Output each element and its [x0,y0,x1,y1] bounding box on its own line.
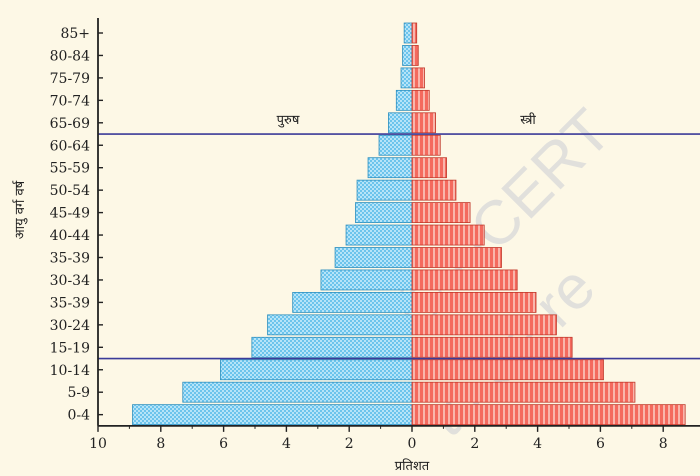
labels-group: 85+80-8475-7970-7465-6960-6455-5950-5445… [12,26,668,474]
age-label-14: 15-19 [50,340,90,356]
female-bar-7 [411,179,457,201]
female-bar-1 [411,45,419,66]
age-label-17: 0-4 [67,408,90,424]
female-side-label: स्त्री [520,112,536,128]
age-label-7: 50-54 [50,183,90,199]
female-bar-5 [411,134,441,156]
male-bar-2 [400,67,413,89]
bars-group [132,22,686,426]
male-bar-4 [388,112,413,134]
female-bar-11 [411,269,518,291]
age-label-2: 75-79 [50,71,90,87]
reference-lines [98,133,700,360]
age-label-16: 5-9 [67,385,90,401]
female-bar-8 [411,202,471,224]
x-tick-label-2: 6 [219,436,228,452]
x-tick-label-0: 10 [89,436,107,452]
x-tick-label-3: 4 [282,436,291,452]
age-label-5: 60-64 [50,138,90,154]
male-side-label: पुरुष [277,113,300,128]
male-bar-8 [355,202,413,224]
male-bar-3 [395,89,413,111]
female-bar-6 [411,157,447,179]
age-label-11: 30-34 [50,273,90,289]
x-tick-label-7: 4 [533,436,542,452]
x-tick-label-9: 8 [659,436,668,452]
age-label-8: 45-49 [50,206,90,222]
male-bar-6 [367,157,413,179]
axes-group [97,18,700,432]
male-bar-13 [267,314,413,336]
female-bar-9 [411,224,485,246]
age-label-12: 35-39 [50,295,90,311]
age-label-13: 30-24 [50,318,90,334]
age-label-9: 40-44 [50,228,90,244]
female-bar-10 [411,247,502,268]
female-bar-0 [411,22,418,44]
age-label-1: 80-84 [50,48,90,64]
female-bar-17 [411,404,686,426]
x-tick-label-5: 0 [408,436,417,452]
age-label-10: 35-39 [50,251,90,267]
male-bar-9 [345,224,413,246]
female-bar-4 [411,112,436,134]
male-bar-15 [220,359,413,381]
female-bar-12 [411,291,537,313]
male-bar-11 [320,269,413,291]
x-tick-label-6: 2 [470,436,479,452]
male-bar-7 [356,179,413,201]
age-label-6: 55-59 [50,161,90,177]
female-bar-15 [411,359,604,381]
male-bar-0 [403,22,413,44]
y-axis-label: आयु वर्ग वर्ष [12,180,28,239]
x-tick-label-4: 2 [345,436,354,452]
male-bar-10 [334,247,413,268]
male-bar-5 [378,134,413,156]
x-axis-label: प्रतिशत [395,458,430,474]
age-label-0: 85+ [60,26,90,42]
x-tick-label-1: 8 [156,436,165,452]
female-bar-3 [411,89,430,111]
male-bar-1 [402,45,413,66]
female-bar-2 [411,67,425,89]
age-label-15: 10-14 [50,363,90,379]
female-bar-13 [411,314,557,336]
male-bar-17 [132,404,413,426]
female-bar-16 [411,381,636,403]
age-label-4: 65-69 [50,116,90,132]
female-bar-14 [411,336,573,358]
male-bar-12 [292,291,413,313]
age-label-3: 70-74 [50,93,90,109]
x-tick-label-8: 6 [596,436,605,452]
male-bar-16 [182,381,413,403]
male-bar-14 [251,336,413,358]
